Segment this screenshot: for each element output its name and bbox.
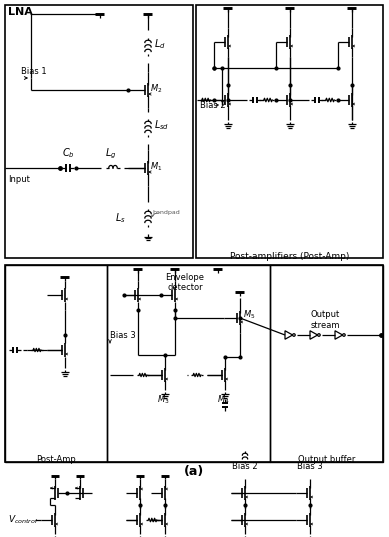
Text: Input: Input bbox=[8, 175, 30, 184]
Bar bbox=[107, 265, 270, 462]
Text: $C_b$: $C_b$ bbox=[61, 146, 74, 160]
Text: Bias 3: Bias 3 bbox=[110, 331, 136, 340]
Text: $M_2$: $M_2$ bbox=[150, 83, 162, 95]
Text: LNA: LNA bbox=[8, 7, 33, 17]
Text: Bias 2: Bias 2 bbox=[200, 100, 226, 110]
Text: Bias 2: Bias 2 bbox=[232, 462, 258, 471]
Text: Bias 1: Bias 1 bbox=[21, 67, 47, 76]
Text: $M_4$: $M_4$ bbox=[217, 393, 230, 405]
Text: Bias 3: Bias 3 bbox=[297, 462, 323, 471]
Text: $M_1$: $M_1$ bbox=[150, 161, 162, 173]
Text: $M_5$: $M_5$ bbox=[243, 309, 256, 321]
Text: Output buffer: Output buffer bbox=[298, 455, 355, 464]
Bar bbox=[196, 5, 383, 258]
Bar bbox=[5, 265, 107, 462]
Text: $L_d$: $L_d$ bbox=[154, 37, 166, 51]
Text: $V_{control}$: $V_{control}$ bbox=[8, 514, 38, 526]
Text: Post-amplifiers (Post-Amp): Post-amplifiers (Post-Amp) bbox=[230, 252, 350, 261]
Text: bondpad: bondpad bbox=[152, 210, 180, 215]
Text: Envelope
detector: Envelope detector bbox=[165, 273, 205, 293]
Bar bbox=[5, 5, 193, 258]
Text: (a): (a) bbox=[184, 465, 204, 478]
Text: $L_s$: $L_s$ bbox=[115, 211, 126, 225]
Text: Output
stream: Output stream bbox=[310, 310, 340, 330]
Text: $L_{sd}$: $L_{sd}$ bbox=[154, 118, 169, 132]
Text: Post-Amp: Post-Amp bbox=[36, 455, 76, 464]
Bar bbox=[5, 265, 383, 462]
Text: $M_3$: $M_3$ bbox=[157, 393, 169, 405]
Bar bbox=[270, 265, 383, 462]
Text: $L_g$: $L_g$ bbox=[105, 147, 117, 161]
